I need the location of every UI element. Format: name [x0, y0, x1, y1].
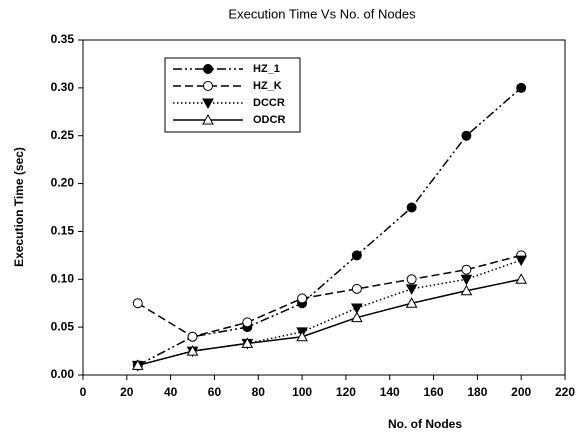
series-line: [137, 278, 522, 367]
series-line: [137, 87, 522, 367]
data-point: [405, 297, 418, 308]
legend-label: HZ_K: [253, 80, 282, 92]
x-tick-label: 20: [120, 385, 134, 399]
data-point: [296, 330, 308, 342]
data-point: [241, 337, 254, 348]
x-tick-label: 120: [336, 385, 356, 399]
x-axis-label: No. of Nodes: [388, 417, 462, 431]
legend-label: HZ_1: [253, 63, 280, 75]
data-point: [351, 250, 362, 261]
data-point: [297, 293, 308, 304]
y-tick-label: 0.30: [51, 80, 75, 94]
data-point: [406, 202, 417, 213]
y-tick-label: 0.25: [51, 128, 75, 142]
x-tick-label: 100: [292, 385, 312, 399]
legend-marker: [202, 113, 214, 125]
x-tick-label: 200: [511, 385, 531, 399]
data-point: [460, 274, 473, 286]
series-line: [137, 254, 522, 338]
data-point: [515, 255, 528, 267]
legend-label: DCCR: [253, 97, 285, 109]
x-tick-label: 40: [164, 385, 178, 399]
data-point: [461, 130, 472, 141]
x-tick-label: 220: [555, 385, 575, 399]
y-tick-label: 0.05: [51, 319, 75, 333]
x-tick-label: 80: [252, 385, 266, 399]
legend-marker: [202, 98, 214, 110]
y-tick-label: 0.20: [51, 176, 75, 190]
x-tick-label: 180: [467, 385, 487, 399]
y-tick-label: 0.35: [51, 32, 75, 46]
data-point: [242, 317, 253, 328]
plot-frame: [82, 39, 566, 376]
legend-marker: [203, 64, 213, 74]
x-tick-label: 160: [424, 385, 444, 399]
data-point: [187, 331, 198, 342]
y-axis-label: Execution Time (sec): [12, 147, 26, 267]
data-point: [406, 274, 417, 285]
data-point: [351, 303, 363, 315]
y-tick-label: 0.00: [51, 367, 75, 381]
data-point: [351, 311, 363, 323]
series-line: [137, 259, 522, 367]
x-tick-label: 60: [208, 385, 222, 399]
y-tick-label: 0.10: [51, 271, 75, 285]
data-point: [351, 283, 362, 294]
data-point: [132, 298, 143, 309]
data-point: [516, 82, 527, 93]
legend-label: ODCR: [253, 114, 285, 126]
chart-title: Execution Time Vs No. of Nodes: [228, 6, 416, 21]
x-tick-label: 0: [80, 385, 87, 399]
data-point: [460, 284, 473, 296]
legend-marker: [203, 81, 213, 91]
data-point: [461, 264, 472, 275]
data-point: [186, 345, 199, 356]
y-tick-label: 0.15: [51, 224, 75, 238]
data-point: [515, 273, 528, 284]
data-point: [405, 284, 418, 295]
data-point: [131, 359, 144, 370]
x-tick-label: 140: [380, 385, 400, 399]
